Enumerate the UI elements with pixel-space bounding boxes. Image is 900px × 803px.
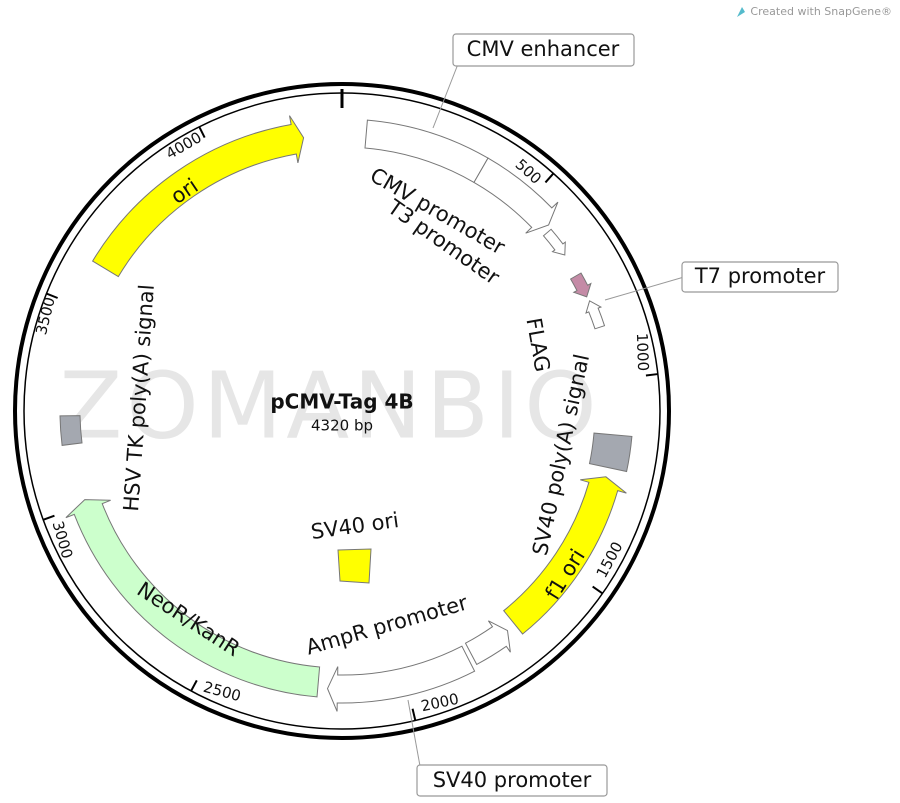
hsv-tk-polya [59,415,83,446]
tick-label: 2000 [419,690,460,716]
tick-label: 1500 [593,539,627,581]
ori [91,115,305,278]
leader-line [432,63,459,129]
feature-label: T7 promoter [694,264,826,288]
tick-mark [198,126,206,139]
tick-label: 3500 [32,295,59,336]
sv40-polya [588,432,633,473]
f1-ori [502,476,627,635]
tick-mark [190,679,198,692]
leader-line [604,276,685,301]
neor-kanr [65,499,321,698]
callout-box [681,261,839,293]
plasmid-name: pCMV-Tag 4B [270,390,413,414]
leader-line [407,699,421,767]
callout-box [452,33,635,67]
t7-promoter [585,300,606,330]
feature-label: CMV enhancer [467,37,620,61]
feature-label: SV40 ori [309,508,400,544]
tick-label: 1000 [633,333,652,372]
tick-mark [46,292,58,299]
cmv-promoter [473,157,559,234]
tick-mark [42,514,55,521]
credit: Created with SnapGene® [750,5,892,18]
sv40-promoter [326,645,476,712]
tick-label: 3000 [49,519,77,561]
tick-mark [645,373,658,377]
features [59,115,633,712]
feature-label: AmpR promoter [303,590,470,659]
t3-promoter [542,228,566,256]
logo [737,7,745,17]
ampr-promoter [464,620,511,666]
tick-mark [411,708,417,721]
tick-mark [592,585,604,595]
feature-label: SV40 promoter [433,768,592,792]
plasmid-size: 4320 bp [311,417,373,435]
tick-label: 2500 [201,678,243,705]
callout-box [416,764,608,797]
watermark: ZOMANBIO [59,352,600,459]
tick-mark [544,172,555,184]
sv40-ori [337,548,372,584]
outer-ring [13,82,671,740]
flag [569,272,592,298]
